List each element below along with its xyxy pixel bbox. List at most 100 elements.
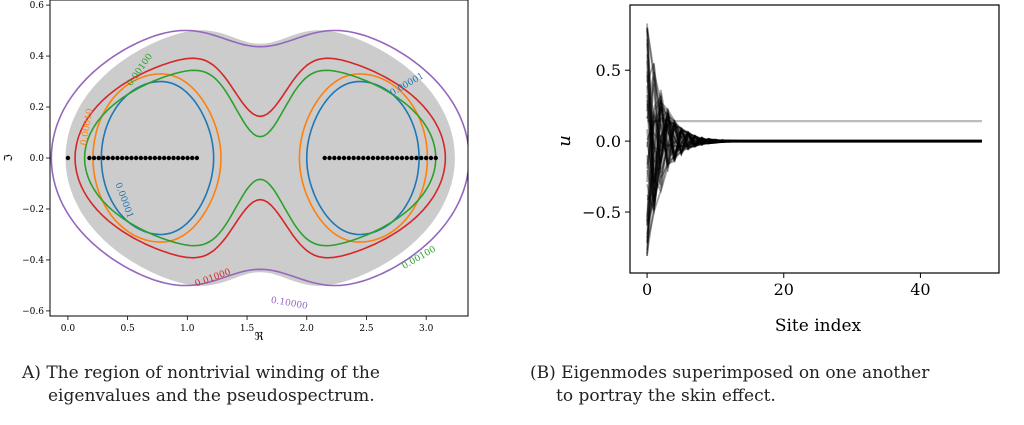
- eigenmode-line: [646, 89, 982, 257]
- eigenmode-line: [646, 100, 982, 207]
- plot-frame-b: [629, 4, 1000, 274]
- eigenvalue-dot: [365, 155, 371, 161]
- y-tick-label-a: −0.6: [22, 307, 44, 317]
- eigenmode-line: [646, 28, 982, 198]
- caption-b-tag: (B): [530, 363, 556, 383]
- caption-b-line1: Eigenmodes superimposed on one another: [561, 363, 930, 383]
- eigenvalue-dot: [176, 155, 181, 161]
- eigenvalue-dot: [433, 155, 438, 161]
- x-tick-label-a: 1.0: [180, 324, 195, 334]
- y-tick-label-a: −0.4: [22, 256, 44, 266]
- eigenvalue-dot: [385, 155, 390, 161]
- eigenmode-line: [646, 74, 982, 164]
- eigenvalue-dot: [152, 155, 158, 161]
- caption-b-line2: to portray the skin effect.: [556, 386, 776, 406]
- eigenvalue-dot: [341, 155, 347, 161]
- x-axis-label-b: Site index: [775, 316, 862, 336]
- eigenmode-line: [646, 113, 982, 222]
- x-tick-label-a: 2.0: [300, 324, 315, 334]
- eigenvalue-dot: [124, 155, 129, 161]
- eigenvalue-dot: [394, 155, 400, 161]
- eigenmode-line: [646, 93, 982, 243]
- x-tick-label-b: 40: [910, 280, 930, 299]
- caption-b: (B) Eigenmodes superimposed on one anoth…: [530, 362, 1024, 408]
- eigenmode-line: [646, 121, 982, 205]
- eigenvalue-dot: [161, 155, 167, 161]
- eigenvalue-dot: [404, 155, 409, 161]
- eigenvalue-dot: [370, 155, 376, 161]
- eigenvalue-dot: [194, 155, 200, 161]
- pseudospectrum-figure: 0.0 0.5 1.0 1.5 2.0 2.5 3.0 −0.6 −0.4 −0.2 0.0 0.2 0…: [2, 0, 469, 343]
- eigenvalue-dot: [423, 155, 429, 161]
- eigenvalue-dot: [346, 155, 352, 161]
- eigenmode-line: [646, 39, 982, 185]
- eigenmode-line: [646, 106, 982, 242]
- eigenvalue-dot: [147, 155, 153, 161]
- eigenvalue-dot: [409, 155, 414, 161]
- eigenvalue-dot: [327, 155, 332, 161]
- winding-region: [65, 30, 455, 286]
- eigenmode-line: [646, 23, 982, 171]
- eigenvalue-dot: [322, 155, 327, 161]
- eigenvalue-dot: [105, 155, 111, 161]
- contour-0.01000: [74, 57, 447, 259]
- x-tick-label-a: 0.0: [61, 324, 76, 334]
- eigenmodes-figure: 0 20 40 −0.5 0.0 0.5 Site index u: [560, 4, 1000, 336]
- eigenvalue-dot: [332, 155, 337, 161]
- eigenmode-line: [646, 77, 982, 186]
- eigenvalue-dot: [414, 155, 419, 161]
- caption-a-line1: The region of nontrivial winding of the: [46, 363, 380, 383]
- eigenmode-line: [646, 112, 982, 203]
- eigenvalue-dot: [356, 155, 361, 161]
- y-tick-label-b: 0.5: [596, 61, 621, 80]
- eigenmode-line: [646, 83, 982, 178]
- eigenmode-line: [646, 27, 982, 144]
- eigenvalue-dot: [96, 155, 101, 161]
- eigenvalue-dot: [133, 155, 139, 161]
- eigenmode-line: [646, 140, 982, 224]
- eigenvalue-dot: [428, 155, 434, 161]
- caption-a: A) The region of nontrivial winding of t…: [22, 362, 492, 408]
- eigenmode-line: [646, 85, 982, 211]
- eigenvalue-dot: [110, 155, 115, 161]
- eigenvalue-dot: [157, 155, 162, 161]
- eigenvalue-dot: [87, 155, 92, 161]
- eigenvalue-dot: [361, 155, 366, 161]
- y-tick-label-a: 0.4: [30, 52, 45, 62]
- eigenvalue-dot: [143, 155, 148, 161]
- eigenmode-line: [646, 121, 982, 213]
- x-tick-label-b: 0: [642, 280, 652, 299]
- x-tick-label-a: 2.5: [359, 324, 374, 334]
- eigenvalue-dot: [115, 155, 120, 161]
- caption-a-line2: eigenvalues and the pseudospectrum.: [48, 386, 375, 406]
- y-tick-label-a: 0.2: [30, 103, 44, 113]
- eigenvalue-dot: [419, 155, 424, 161]
- y-axis-label-a: ℑ: [2, 154, 15, 162]
- caption-a-tag: A): [22, 363, 41, 383]
- contour-label: 0.10000: [270, 296, 309, 312]
- y-tick-label-a: −0.2: [22, 205, 44, 215]
- eigenvalue-dot: [65, 155, 71, 161]
- eigenvalue-dot: [166, 155, 172, 161]
- eigenvalue-dot: [101, 155, 106, 161]
- eigenvalue-dot: [129, 155, 134, 161]
- eigenvalue-dot: [185, 155, 190, 161]
- eigenmode-line: [646, 54, 982, 203]
- contour-0.10000: [50, 29, 468, 287]
- x-tick-label-a: 1.5: [240, 324, 255, 334]
- y-tick-label-b: 0.0: [596, 132, 621, 151]
- eigenvalue-dot: [171, 155, 176, 161]
- eigenmode-line: [646, 108, 982, 226]
- eigenmode-line: [646, 114, 982, 244]
- eigenmode-line: [646, 71, 982, 167]
- contour-0.00100: [83, 69, 437, 247]
- eigenvalue-dot: [180, 155, 186, 161]
- eigenmode-line: [646, 28, 982, 148]
- y-axis-label-b: u: [560, 135, 575, 147]
- y-tick-label-a: 0.0: [30, 154, 45, 164]
- x-tick-label-a: 3.0: [419, 324, 434, 334]
- eigenvalue-dot: [91, 155, 97, 161]
- eigenmode-line: [646, 30, 982, 188]
- eigenvalue-dot: [138, 155, 144, 161]
- eigenvalue-dot: [375, 155, 381, 161]
